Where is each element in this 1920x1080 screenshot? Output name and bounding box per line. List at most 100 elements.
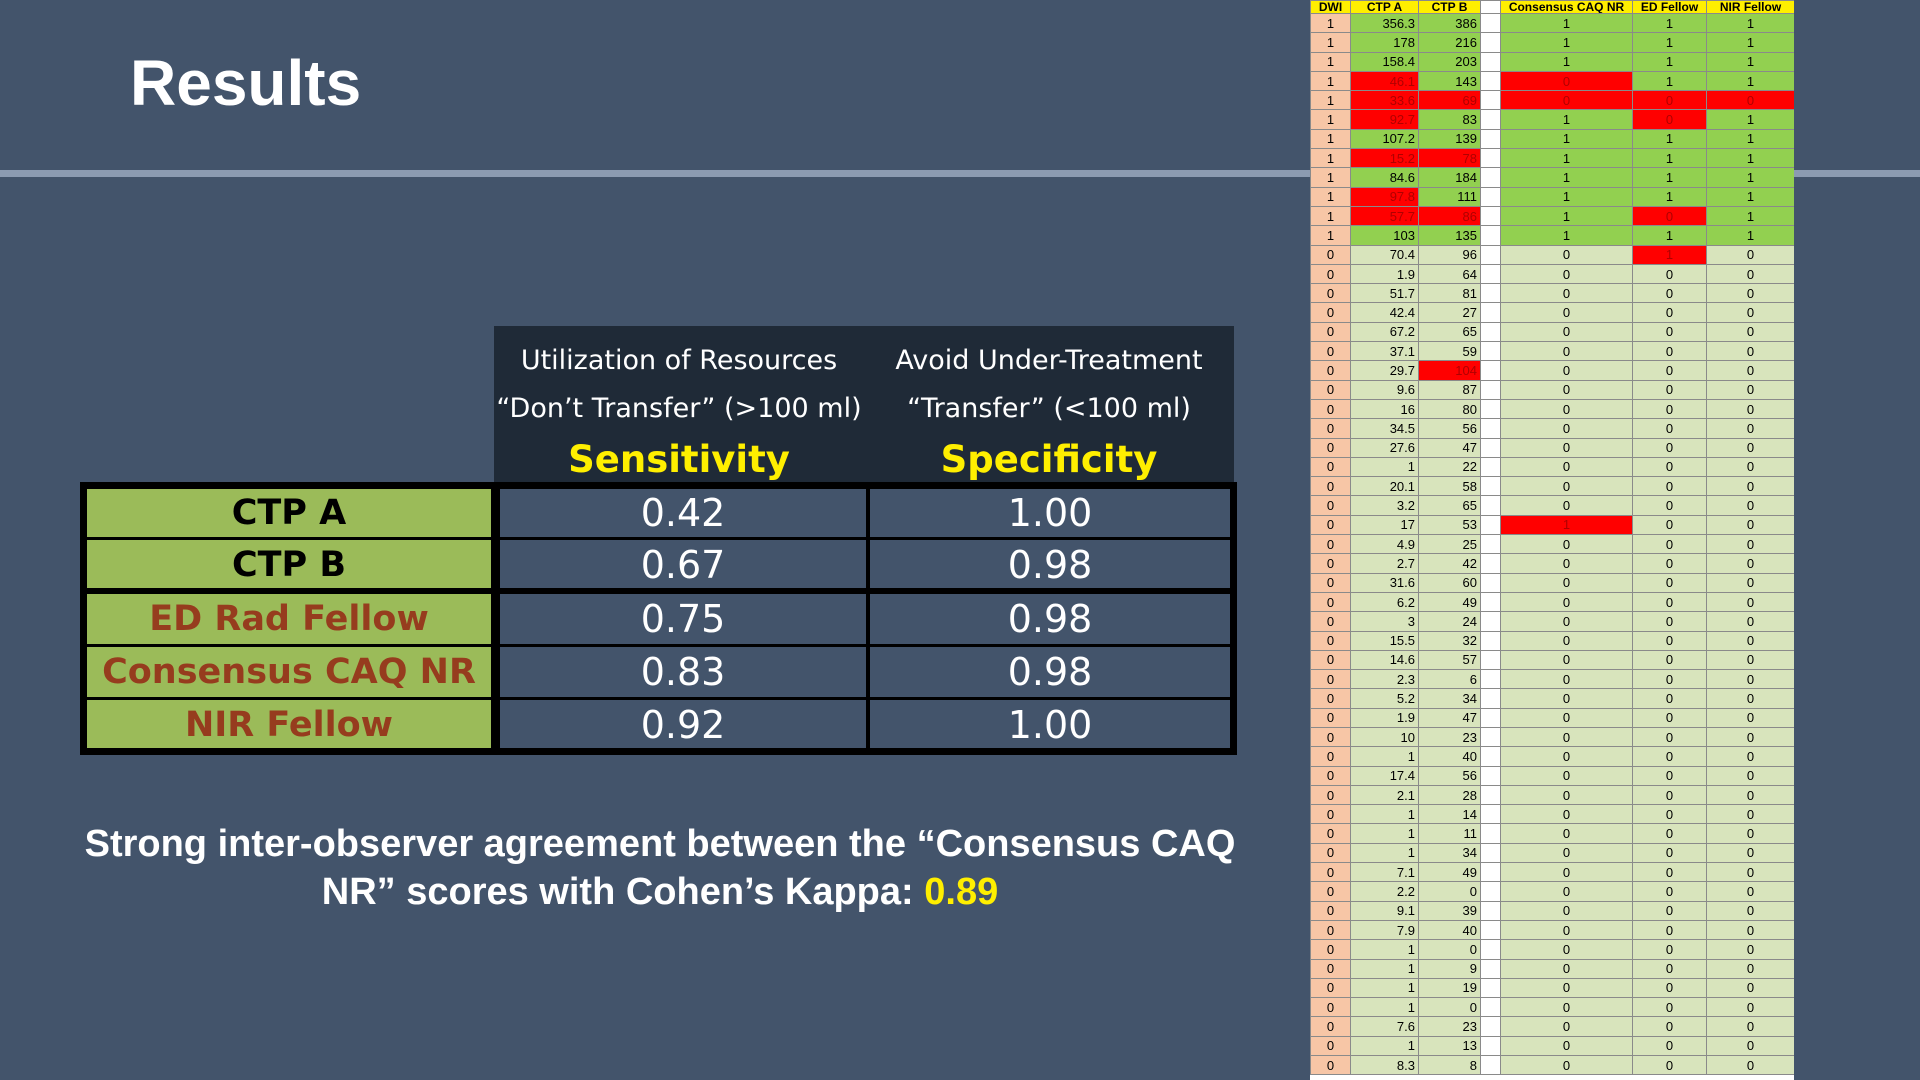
nir-fellow-cell: 0: [1706, 283, 1794, 304]
consensus-cell: 1: [1500, 12, 1633, 34]
spacer-cell: [1480, 398, 1501, 420]
table-row: 0 1.9 64 0 0 0: [1310, 263, 1794, 285]
dwi-cell: 1: [1310, 167, 1351, 188]
table-row: 1 46.1 143 0 1 1: [1310, 70, 1794, 92]
ed-fellow-cell: 0: [1632, 842, 1707, 864]
spacer-cell: [1480, 997, 1501, 1018]
spacer-cell: [1480, 186, 1501, 207]
row-label: CTP B: [87, 540, 491, 588]
ctp-b-cell: 56: [1418, 418, 1481, 439]
spacer-cell: [1480, 109, 1501, 130]
consensus-cell: 0: [1500, 688, 1633, 709]
consensus-cell: 0: [1500, 283, 1633, 304]
ctp-a-cell: 1: [1350, 997, 1419, 1018]
ed-fellow-cell: 0: [1632, 881, 1707, 902]
dwi-cell: 0: [1310, 495, 1351, 516]
ctp-b-cell: 22: [1418, 456, 1481, 478]
ed-fellow-cell: 0: [1632, 90, 1707, 111]
spacer-cell: [1480, 958, 1501, 979]
consensus-cell: 0: [1500, 1035, 1633, 1057]
dwi-cell: 0: [1310, 630, 1351, 651]
table-row: 0 1 40 0 0 0: [1310, 746, 1794, 767]
specificity-value: 1.00: [870, 700, 1230, 748]
spacer-cell: [1480, 553, 1501, 574]
table-row: 0 14.6 57 0 0 0: [1310, 649, 1794, 671]
spacer-cell: [1480, 418, 1501, 439]
ctp-b-cell: 24: [1418, 611, 1481, 632]
ctp-a-cell: 10: [1350, 726, 1419, 748]
ed-fellow-cell: 1: [1632, 225, 1707, 246]
ctp-a-cell: 2.7: [1350, 553, 1419, 574]
nir-fellow-cell: 1: [1706, 205, 1794, 227]
ctp-b-cell: 59: [1418, 341, 1481, 362]
ctp-b-cell: 23: [1418, 1016, 1481, 1037]
ctp-a-cell: 1: [1350, 823, 1419, 844]
spacer-cell: [1480, 476, 1501, 497]
table-row: 0 1 11 0 0 0: [1310, 823, 1794, 844]
consensus-cell: 0: [1500, 881, 1633, 902]
dwi-cell: 0: [1310, 302, 1351, 323]
ctp-b-cell: 27: [1418, 302, 1481, 323]
ed-fellow-cell: 1: [1632, 12, 1707, 34]
ctp-b-cell: 49: [1418, 591, 1481, 613]
consensus-cell: 0: [1500, 669, 1633, 690]
ctp-a-cell: 2.2: [1350, 881, 1419, 902]
ctp-a-cell: 2.3: [1350, 669, 1419, 690]
nir-fellow-cell: 1: [1706, 12, 1794, 34]
ctp-b-cell: 6: [1418, 669, 1481, 690]
ctp-b-cell: 11: [1418, 823, 1481, 844]
dwi-cell: 0: [1310, 514, 1351, 536]
nir-fellow-cell: 0: [1706, 398, 1794, 420]
ed-fellow-cell: 0: [1632, 958, 1707, 979]
consensus-cell: 1: [1500, 51, 1633, 72]
ctp-a-cell: 1: [1350, 939, 1419, 960]
table-row: NIR Fellow 0.92 1.00: [87, 700, 1230, 748]
nir-fellow-cell: 1: [1706, 167, 1794, 188]
consensus-cell: 0: [1500, 90, 1633, 111]
nir-fellow-cell: 0: [1706, 476, 1794, 497]
spacer-cell: [1480, 360, 1501, 381]
ctp-a-cell: 1: [1350, 804, 1419, 825]
ed-fellow-cell: 0: [1632, 495, 1707, 516]
spreadsheet-header-row: DWI CTP A CTP B Consensus CAQ NR ED Fell…: [1310, 0, 1794, 14]
ctp-b-cell: 135: [1418, 225, 1481, 246]
nir-fellow-cell: 0: [1706, 418, 1794, 439]
ed-fellow-cell: 0: [1632, 1016, 1707, 1037]
nir-fellow-cell: 0: [1706, 1016, 1794, 1037]
table-row: 0 17 53 1 0 0: [1310, 514, 1794, 536]
ctp-a-cell: 178: [1350, 32, 1419, 53]
dwi-cell: 0: [1310, 823, 1351, 844]
ctp-a-cell: 34.5: [1350, 418, 1419, 439]
ed-fellow-cell: 0: [1632, 688, 1707, 709]
ctp-a-cell: 6.2: [1350, 591, 1419, 613]
table-row: 0 4.9 25 0 0 0: [1310, 534, 1794, 555]
ed-fellow-cell: 0: [1632, 823, 1707, 844]
ctp-b-cell: 139: [1418, 128, 1481, 150]
spacer-cell: [1480, 302, 1501, 323]
ctp-b-cell: 78: [1418, 148, 1481, 169]
consensus-cell: 1: [1500, 32, 1633, 53]
table-row: 1 15.2 78 1 1 1: [1310, 148, 1794, 169]
consensus-cell: 0: [1500, 1055, 1633, 1076]
dwi-cell: 0: [1310, 572, 1351, 593]
ctp-a-cell: 84.6: [1350, 167, 1419, 188]
table-row: 0 29.7 104 0 0 0: [1310, 360, 1794, 381]
ctp-b-cell: 40: [1418, 746, 1481, 767]
ctp-a-cell: 1: [1350, 842, 1419, 864]
spreadsheet: DWI CTP A CTP B Consensus CAQ NR ED Fell…: [1310, 0, 1794, 1080]
nir-fellow-cell: 0: [1706, 263, 1794, 285]
consensus-cell: 0: [1500, 572, 1633, 593]
ctp-b-cell: 25: [1418, 534, 1481, 555]
consensus-cell: 0: [1500, 70, 1633, 92]
ctp-b-cell: 80: [1418, 398, 1481, 420]
ed-fellow-cell: 0: [1632, 804, 1707, 825]
table-row: 0 10 23 0 0 0: [1310, 726, 1794, 748]
dwi-cell: 1: [1310, 51, 1351, 72]
ed-fellow-cell: 1: [1632, 244, 1707, 265]
nir-fellow-cell: 0: [1706, 804, 1794, 825]
specificity-value: 0.98: [870, 540, 1230, 588]
ed-fellow-cell: 0: [1632, 437, 1707, 458]
table-row: 0 7.1 49 0 0 0: [1310, 862, 1794, 883]
ctp-a-cell: 67.2: [1350, 321, 1419, 343]
